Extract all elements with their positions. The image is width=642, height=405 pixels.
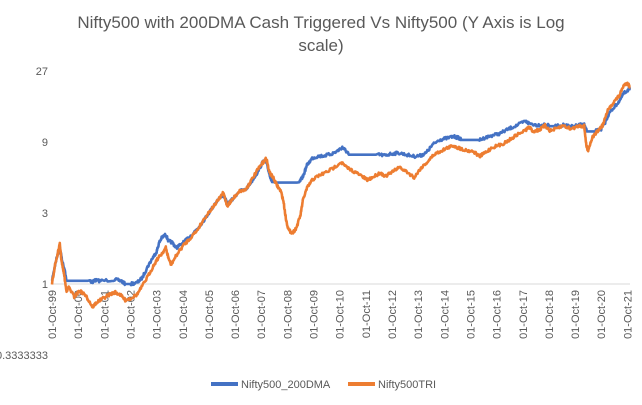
y-tick-label: 3	[42, 208, 48, 220]
y-tick-label: 1	[42, 279, 48, 291]
x-tick-label: 01-Oct-09	[309, 290, 321, 339]
chart-title-line1: Nifty500 with 200DMA Cash Triggered Vs N…	[77, 13, 564, 32]
x-tick-label: 01-Oct-99	[47, 290, 59, 339]
x-tick-label: 01-Oct-21	[622, 290, 634, 339]
x-tick-label: 01-Oct-04	[178, 290, 190, 339]
x-tick-label: 01-Oct-15	[465, 290, 477, 339]
legend: Nifty500_200DMA Nifty500TRI	[211, 379, 436, 391]
legend-label-nifty500tri: Nifty500TRI	[378, 379, 436, 391]
y-tick-label: 0.3333333	[0, 350, 48, 362]
series-line-nifty500-200dma	[50, 86, 632, 287]
x-tick-label: 01-Oct-03	[152, 290, 164, 339]
x-tick-label: 01-Oct-06	[230, 290, 242, 339]
x-tick-label: 01-Oct-17	[518, 290, 530, 339]
series	[50, 81, 632, 309]
legend-label-nifty500-200dma: Nifty500_200DMA	[241, 379, 331, 391]
y-tick-label: 9	[42, 137, 48, 149]
x-tick-label: 01-Oct-19	[570, 290, 582, 339]
x-tick-label: 01-Oct-02	[125, 290, 137, 339]
x-tick-label: 01-Oct-05	[204, 290, 216, 339]
x-tick-label: 01-Oct-14	[439, 290, 451, 339]
x-tick-label: 01-Oct-11	[361, 290, 373, 338]
x-tick-label: 01-Oct-12	[387, 290, 399, 339]
x-tick-label: 01-Oct-00	[73, 290, 85, 339]
x-tick-label: 01-Oct-13	[413, 290, 425, 339]
x-tick-label: 01-Oct-01	[99, 290, 111, 339]
series-line-nifty500tri	[50, 81, 631, 309]
x-tick-label: 01-Oct-16	[492, 290, 504, 339]
x-tick-label: 01-Oct-10	[335, 290, 347, 339]
y-tick-label: 27	[36, 66, 48, 78]
x-tick-label: 01-Oct-07	[256, 290, 268, 339]
chart-title-line2: scale)	[298, 36, 343, 55]
x-axis-ticks: 01-Oct-99 01-Oct-00 01-Oct-01 01-Oct-02 01-O…	[47, 290, 634, 339]
x-tick-label: 01-Oct-18	[544, 290, 556, 339]
x-tick-label: 01-Oct-08	[282, 290, 294, 339]
x-tick-label: 01-Oct-20	[596, 290, 608, 339]
y-axis-ticks: 27 9 3 1 0.3333333	[0, 66, 48, 362]
